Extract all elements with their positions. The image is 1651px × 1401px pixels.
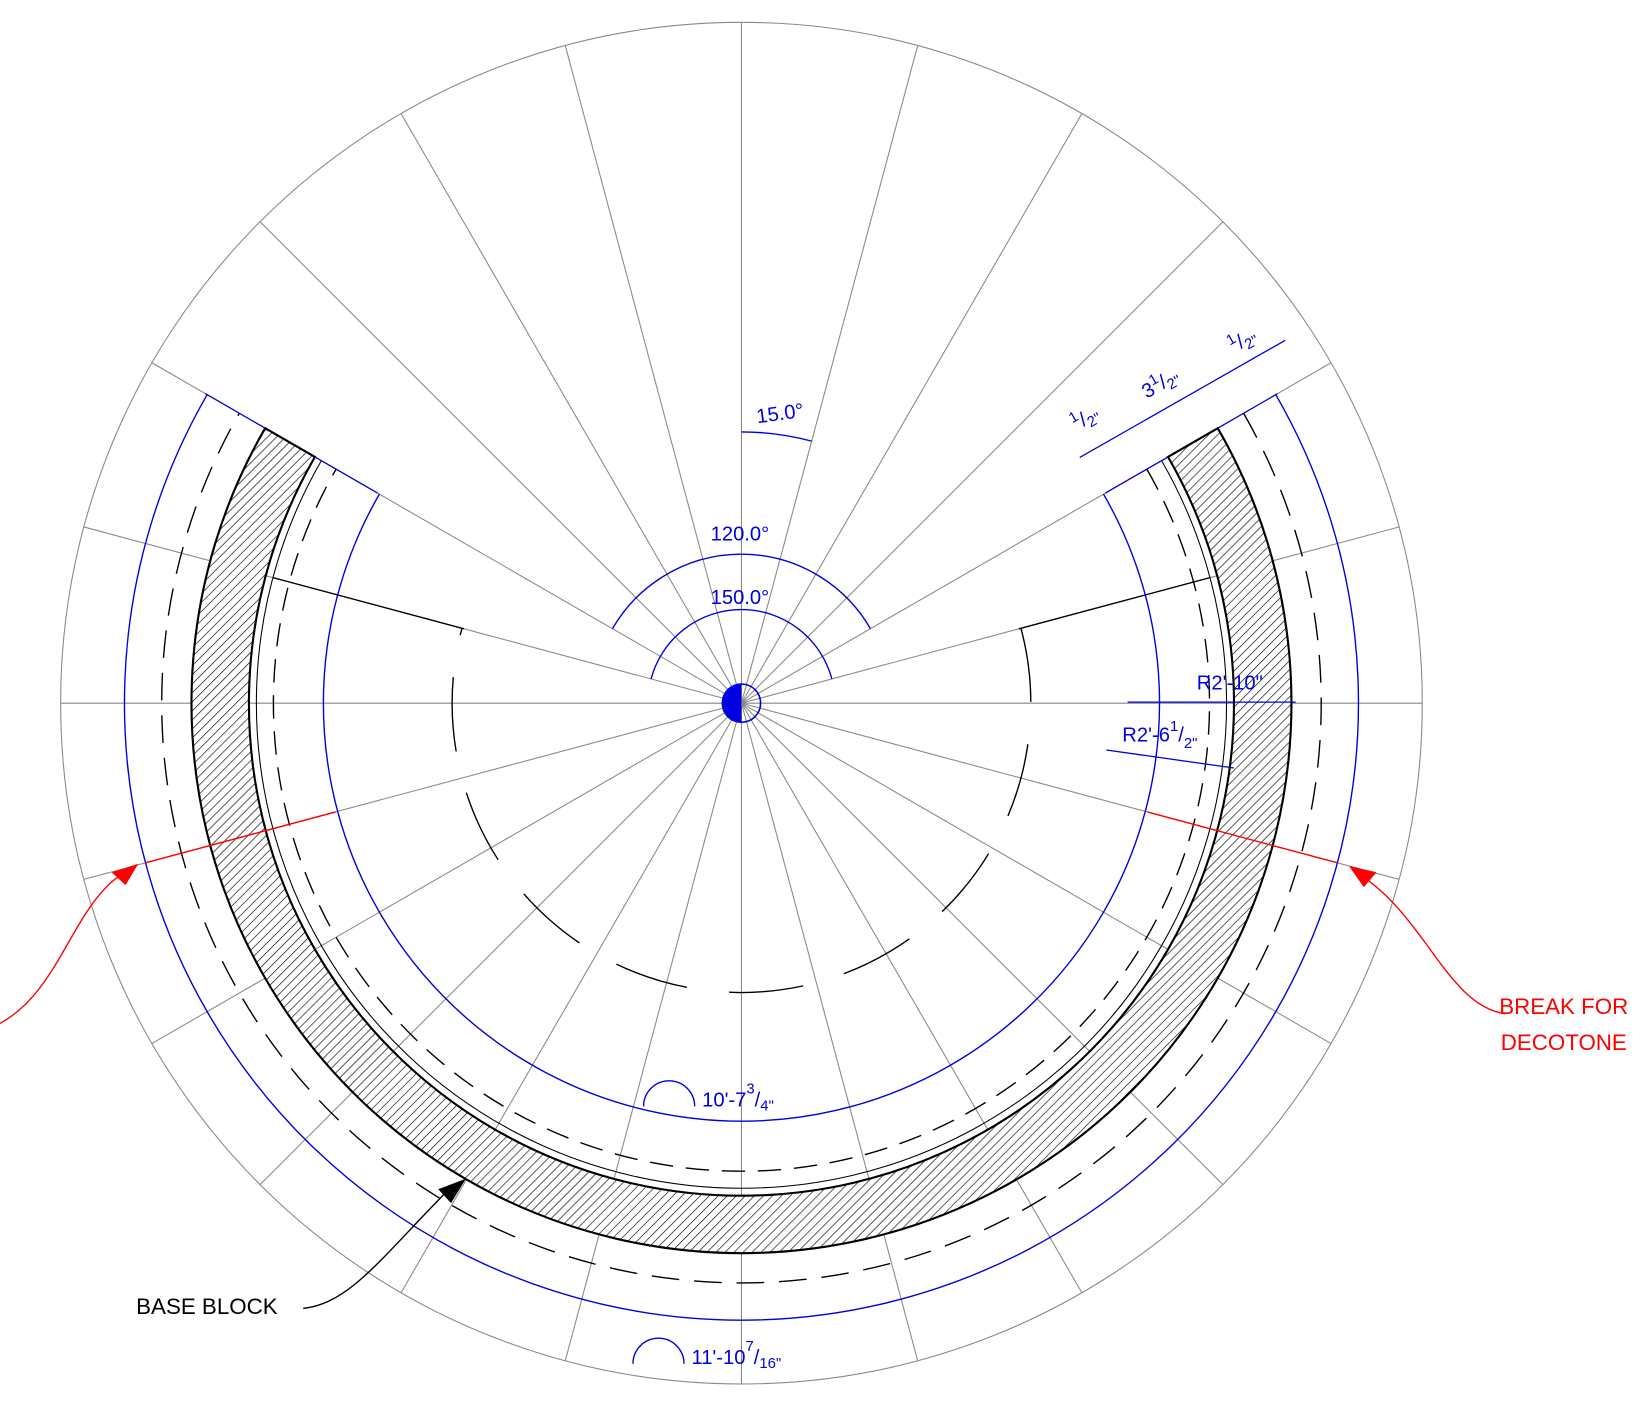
callout: BASE BLOCK — [136, 1294, 278, 1319]
segment — [272, 576, 465, 630]
dim-offset: 31/2" — [1137, 362, 1185, 406]
callout: BREAK FOR — [1499, 994, 1628, 1019]
dim-arc — [741, 431, 812, 442]
dim-radius: R2'-10" — [1197, 672, 1263, 694]
dashed-arc — [451, 628, 1032, 994]
dim-arc: 10'-73/4" — [702, 1082, 774, 1115]
dim-offset: 1/2" — [1066, 399, 1104, 438]
dim-angle: 120.0° — [711, 523, 770, 545]
den: 4" — [760, 1099, 774, 1115]
dim-arc — [123, 394, 1360, 1321]
radial-line — [740, 45, 919, 704]
radial-line — [740, 703, 919, 1361]
base-block — [190, 426, 1293, 1255]
radial-line — [564, 45, 742, 704]
arrow — [438, 1178, 466, 1204]
ext-line — [1105, 456, 1169, 494]
dim-arc — [650, 608, 833, 680]
center-fill — [722, 684, 742, 723]
dim-line — [1079, 339, 1286, 458]
radial-line — [741, 702, 1332, 1045]
num: 1 — [1170, 719, 1178, 735]
arc-symbol — [642, 1080, 696, 1107]
leader-red — [0, 867, 134, 1024]
callout: DECOTONE — [1501, 1030, 1627, 1055]
leader — [1106, 749, 1235, 769]
inner-edge — [255, 460, 1228, 1189]
radial-line — [741, 702, 1224, 1185]
whole: 11'-10 — [691, 1347, 745, 1369]
arc-symbol — [632, 1337, 685, 1364]
whole: R2'-6 — [1122, 724, 1170, 746]
dim-arc: 11'-107/16" — [691, 1339, 781, 1372]
ext-line — [1217, 393, 1278, 429]
radial-line — [400, 702, 742, 1294]
radial-line — [151, 702, 742, 1045]
radial-line — [259, 702, 742, 1185]
den: 2" — [1184, 736, 1198, 752]
arrow-red — [111, 863, 139, 886]
break-line — [145, 811, 336, 864]
dim-angle: 15.0° — [755, 400, 805, 428]
radial-line — [741, 113, 1083, 704]
dashed-arc — [161, 412, 1322, 1284]
dim-arc — [611, 553, 872, 630]
den: 16" — [759, 1356, 781, 1372]
segment — [1018, 576, 1211, 630]
radial-line — [741, 221, 1224, 704]
arrow-red — [1348, 865, 1377, 888]
dim-angle: 150.0° — [711, 587, 770, 609]
whole: 10'-7 — [702, 1089, 746, 1111]
dim-arc — [322, 493, 1161, 1122]
radial-line — [259, 221, 742, 704]
break-line — [1147, 811, 1338, 864]
geometry — [0, 21, 1506, 1385]
radial-line — [741, 702, 1083, 1294]
radial-line — [564, 703, 742, 1361]
ext-line — [204, 393, 266, 429]
num: 7 — [745, 1339, 753, 1355]
leader-red — [1355, 871, 1506, 1015]
ext-line — [314, 456, 378, 494]
dim-radius: R2'-61/2" — [1122, 719, 1197, 752]
dim-offset: 1/2" — [1224, 322, 1262, 361]
radial-line — [400, 113, 742, 704]
leader — [303, 1185, 453, 1310]
dashed-arc — [272, 468, 1211, 1172]
num: 3 — [746, 1082, 754, 1098]
